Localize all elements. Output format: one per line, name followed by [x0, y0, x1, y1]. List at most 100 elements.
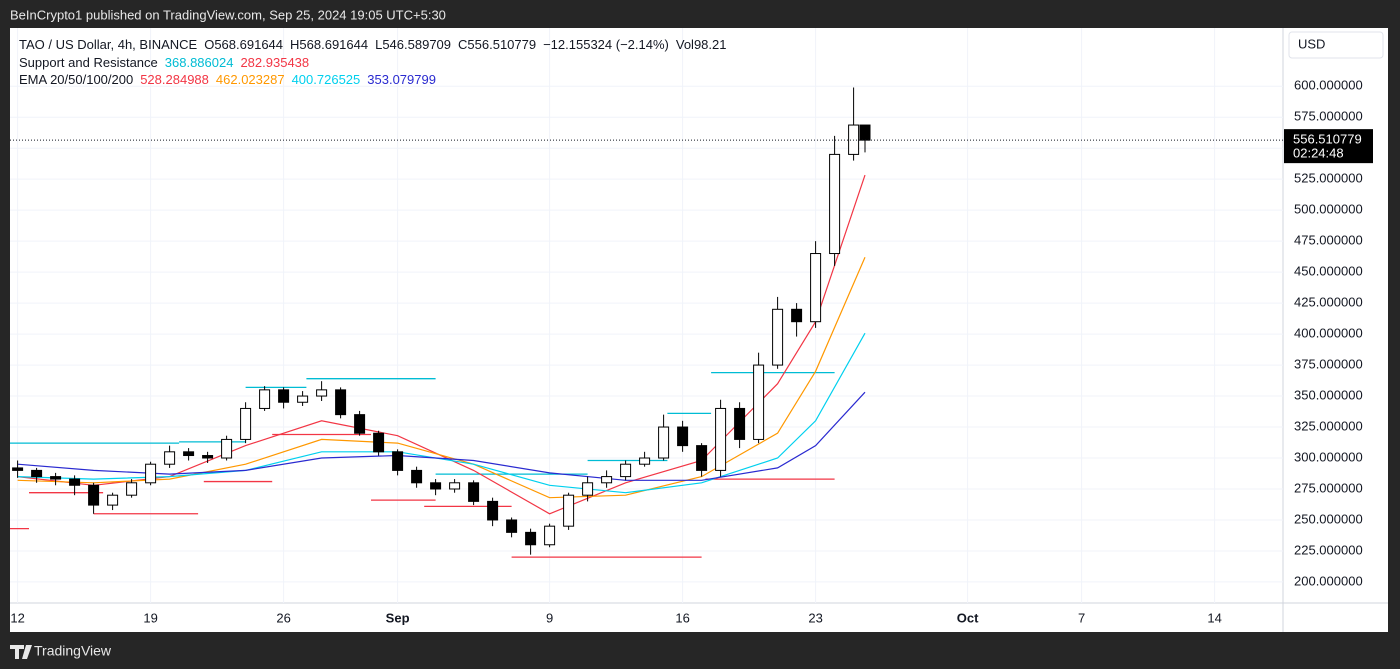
candle-body	[829, 153, 841, 255]
candle-body	[31, 469, 43, 478]
candle-body	[601, 476, 613, 484]
ohlc-label: H	[290, 37, 300, 52]
ohlc-label: O	[204, 37, 215, 52]
footer: TradingView	[34, 643, 112, 659]
candle-body	[316, 389, 328, 397]
candle-body	[620, 463, 632, 478]
logo	[10, 645, 32, 659]
candle-body	[107, 494, 119, 506]
volume: 98.21	[693, 37, 727, 52]
candle-body	[525, 531, 537, 546]
y-tick-label: 325.000000	[1294, 418, 1363, 433]
y-tick-label: 375.000000	[1294, 357, 1363, 372]
candle-body	[183, 451, 195, 457]
x-tick-label: 19	[143, 610, 157, 625]
y-tick-label: 600.000000	[1294, 78, 1363, 93]
y-tick-label: 250.000000	[1294, 511, 1363, 526]
candle-body	[411, 469, 423, 484]
candle-body	[88, 484, 100, 506]
candle-body	[449, 482, 461, 490]
candle-body	[582, 482, 594, 496]
indicator-name: Support and Resistance	[19, 54, 158, 70]
header: BeInCrypto1 published on TradingView.com…	[10, 7, 446, 22]
legend: TAO / US Dollar, 4h, BINANCE O 568.691644…	[19, 36, 727, 89]
x-tick-label: 14	[1207, 610, 1221, 625]
y-tick-label: 350.000000	[1294, 387, 1363, 402]
candle-body	[772, 308, 784, 366]
x-tick-label: 16	[675, 610, 689, 625]
legend-row: TAO / US Dollar, 4h, BINANCE O 568.691644…	[19, 36, 727, 54]
x-tick-label: 23	[808, 610, 822, 625]
currency-button[interactable]	[1288, 31, 1384, 59]
ema-line	[17, 391, 866, 481]
price-tag-countdown: 02:24:48	[1293, 146, 1344, 161]
candle-body	[753, 364, 765, 440]
candle-body	[240, 407, 252, 440]
change: −12.155324 (−2.14%)	[543, 37, 669, 52]
candle-body	[50, 476, 62, 480]
ohlc-value: 546.589709	[382, 37, 452, 52]
candle-body	[658, 426, 670, 459]
y-tick-label: 450.000000	[1294, 264, 1363, 279]
candle-body	[126, 482, 138, 496]
x-tick-label: 9	[546, 610, 553, 625]
candle-body	[810, 253, 822, 323]
y-tick-label: 425.000000	[1294, 295, 1363, 310]
candle-body	[297, 395, 309, 403]
legend-row: EMA 20/50/100/200 528.284988 462.023287 40…	[19, 71, 727, 89]
indicator-name: EMA 20/50/100/200	[19, 72, 134, 87]
x-tick-label: Sep	[386, 610, 410, 625]
support-value: 282.935438	[240, 54, 310, 70]
candle-body	[468, 482, 480, 502]
candle-body	[335, 389, 347, 416]
candle-body	[677, 426, 689, 447]
candle-body	[221, 438, 233, 459]
legend-row: Support and Resistance 368.886024 282.935…	[19, 54, 727, 72]
candle-body	[639, 457, 651, 465]
x-tick-label: 7	[1078, 610, 1085, 625]
ema-line	[17, 332, 866, 494]
candle-body	[430, 482, 442, 490]
ohlc-value: 556.510779	[467, 37, 537, 52]
candle-body	[164, 451, 176, 465]
candle-body	[392, 451, 404, 471]
candle-body	[791, 308, 803, 323]
candle-body	[715, 407, 727, 471]
candle-body	[12, 467, 24, 471]
y-tick-label: 500.000000	[1294, 202, 1363, 217]
y-tick-label: 225.000000	[1294, 542, 1363, 557]
y-tick-label: 575.000000	[1294, 109, 1363, 124]
candle-body	[563, 494, 575, 527]
ema-value: 400.726525	[291, 72, 361, 87]
candle-body	[145, 463, 157, 484]
chart-panel	[10, 28, 1388, 632]
y-tick-label: 300.000000	[1294, 449, 1363, 464]
ema-value: 528.284988	[140, 72, 209, 87]
candle-body	[278, 389, 290, 403]
volume-label: Vol	[675, 37, 694, 52]
ohlc-label: L	[375, 37, 383, 52]
y-tick-label: 400.000000	[1294, 326, 1363, 341]
x-tick-label: 12	[10, 610, 24, 625]
candle-body	[202, 455, 214, 459]
candle-body	[696, 445, 708, 471]
resistance-value: 368.886024	[164, 54, 234, 70]
y-tick-label: 525.000000	[1294, 171, 1363, 186]
candle-body	[69, 478, 81, 486]
candle-body	[544, 525, 556, 546]
ema-value: 353.079799	[367, 72, 436, 87]
candle-body	[506, 519, 518, 533]
x-tick-label: Oct	[957, 610, 979, 625]
ohlc-value: 568.691644	[299, 37, 369, 52]
candle-body	[354, 414, 366, 434]
currency[interactable]: USD	[1298, 36, 1325, 51]
symbol-title: TAO / US Dollar, 4h, BINANCE	[19, 37, 198, 52]
candle-body	[734, 407, 746, 440]
ohlc-label: C	[458, 37, 468, 52]
price-tag	[1284, 129, 1373, 164]
ema-value: 462.023287	[215, 72, 285, 87]
y-tick-label: 275.000000	[1294, 480, 1363, 495]
x-tick-label: 26	[276, 610, 290, 625]
